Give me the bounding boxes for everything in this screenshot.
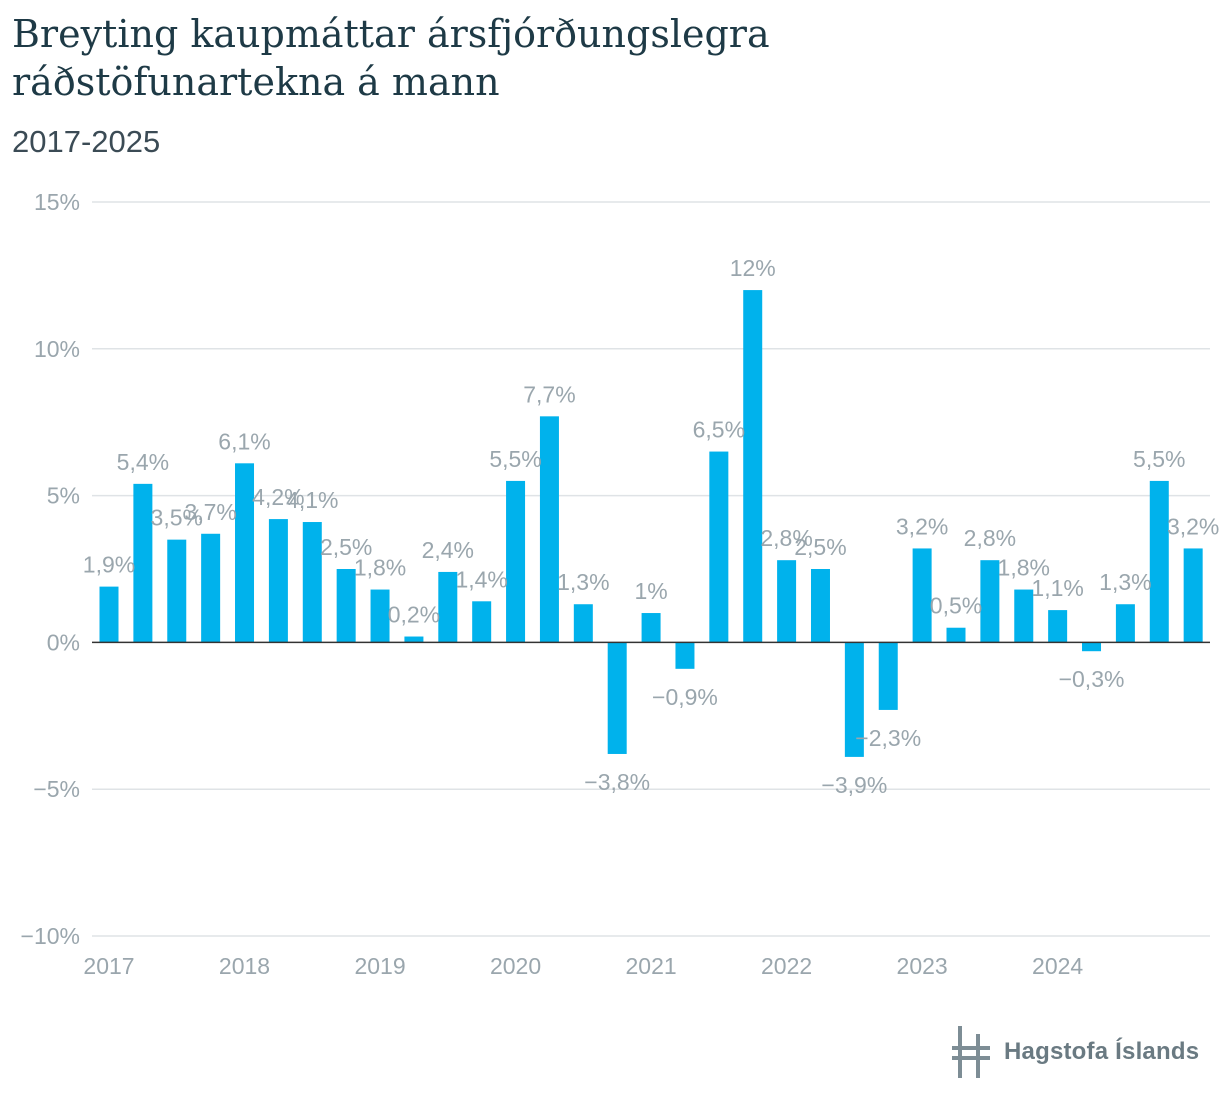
data-label: −3,9% <box>821 772 887 798</box>
x-tick-label: 2021 <box>625 953 676 979</box>
bar <box>1115 604 1135 643</box>
data-label: 1,4% <box>455 566 507 592</box>
bar <box>201 533 221 643</box>
data-label: 1,8% <box>354 555 406 581</box>
brand-name: Hagstofa Íslands <box>1004 1038 1200 1065</box>
bar <box>777 560 797 643</box>
data-label: 4,1% <box>286 487 338 513</box>
data-label: 3,5% <box>151 505 203 531</box>
data-label: −0,3% <box>1059 666 1125 692</box>
data-label: 12% <box>730 255 776 281</box>
bar <box>370 589 390 643</box>
data-label: 2,5% <box>320 534 372 560</box>
data-label: 2,8% <box>760 525 812 551</box>
x-tick-label: 2020 <box>490 953 541 979</box>
x-tick-label: 2018 <box>219 953 270 979</box>
bar <box>573 604 593 643</box>
data-label: 1,8% <box>998 555 1050 581</box>
brand-logo: Hagstofa Íslands <box>952 1026 1199 1078</box>
bar <box>1048 610 1068 643</box>
bars <box>99 290 1203 757</box>
bar <box>99 586 119 643</box>
bar <box>912 548 932 643</box>
y-tick-label: 5% <box>47 483 80 509</box>
data-label: −3,8% <box>584 769 650 795</box>
data-label: −0,9% <box>652 684 718 710</box>
data-label: −2,3% <box>855 725 921 751</box>
y-tick-label: 15% <box>34 189 80 215</box>
bar <box>438 571 458 643</box>
data-label: 2,5% <box>794 534 846 560</box>
bar <box>1082 642 1102 652</box>
x-tick-label: 2017 <box>83 953 134 979</box>
grid-lines <box>92 201 1210 937</box>
y-tick-label: −5% <box>33 776 80 802</box>
hagstofa-logo-icon <box>952 1026 990 1078</box>
bar <box>878 642 898 710</box>
bar <box>709 451 729 643</box>
y-tick-label: 0% <box>47 629 80 655</box>
y-tick-label: 10% <box>34 336 80 362</box>
y-tick-label: −10% <box>21 923 80 949</box>
bar <box>1014 589 1034 643</box>
data-label: 4,2% <box>252 484 304 510</box>
chart-title: Breyting kaupmáttar ársfjórðungslegra rá… <box>12 12 770 104</box>
bar <box>1149 480 1169 643</box>
bar <box>539 416 559 643</box>
bar <box>302 522 322 643</box>
bar <box>641 613 661 643</box>
bar <box>1183 548 1203 643</box>
data-label: 5,4% <box>117 449 169 475</box>
x-tick-label: 2023 <box>897 953 948 979</box>
bar <box>980 560 1000 643</box>
bar <box>472 601 492 643</box>
bar <box>235 463 255 643</box>
chart-subtitle: 2017-2025 <box>12 124 161 159</box>
x-tick-label: 2022 <box>761 953 812 979</box>
bar-chart: 1,9%5,4%3,5%3,7%6,1%4,2%4,1%2,5%1,8%0,2%… <box>21 189 1220 979</box>
data-label: 1,3% <box>1099 569 1151 595</box>
data-label: 3,2% <box>1167 513 1219 539</box>
data-label: 0,2% <box>388 602 440 628</box>
bar <box>844 642 864 757</box>
bar <box>743 290 763 643</box>
data-label: 5,5% <box>1133 446 1185 472</box>
axis-labels: 15% 10% 5% 0% −5% −10%2017 2018 2019 2020 2021 202… <box>21 189 1084 979</box>
data-labels: 1,9%5,4%3,5%3,7%6,1%4,2%4,1%2,5%1,8%0,2%… <box>83 255 1220 798</box>
bar <box>336 569 356 643</box>
x-tick-label: 2019 <box>354 953 405 979</box>
data-label: 1,3% <box>557 569 609 595</box>
bar <box>404 636 424 643</box>
bar <box>167 539 187 643</box>
data-label: 3,2% <box>896 513 948 539</box>
data-label: 1,1% <box>1031 575 1083 601</box>
data-label: 1,9% <box>83 552 135 578</box>
data-label: 5,5% <box>489 446 541 472</box>
data-label: 2,4% <box>422 537 474 563</box>
data-label: 6,1% <box>218 428 270 454</box>
bar <box>675 642 695 669</box>
data-label: 1% <box>634 578 667 604</box>
bar <box>810 569 830 643</box>
bar <box>607 642 627 754</box>
data-label: 0,5% <box>930 593 982 619</box>
x-tick-label: 2024 <box>1032 953 1083 979</box>
bar <box>946 627 966 643</box>
data-label: 2,8% <box>964 525 1016 551</box>
bar <box>133 483 153 643</box>
bar <box>268 519 288 643</box>
data-label: 7,7% <box>523 381 575 407</box>
bar <box>506 480 526 643</box>
data-label: 6,5% <box>693 417 745 443</box>
data-label: 3,7% <box>184 499 236 525</box>
